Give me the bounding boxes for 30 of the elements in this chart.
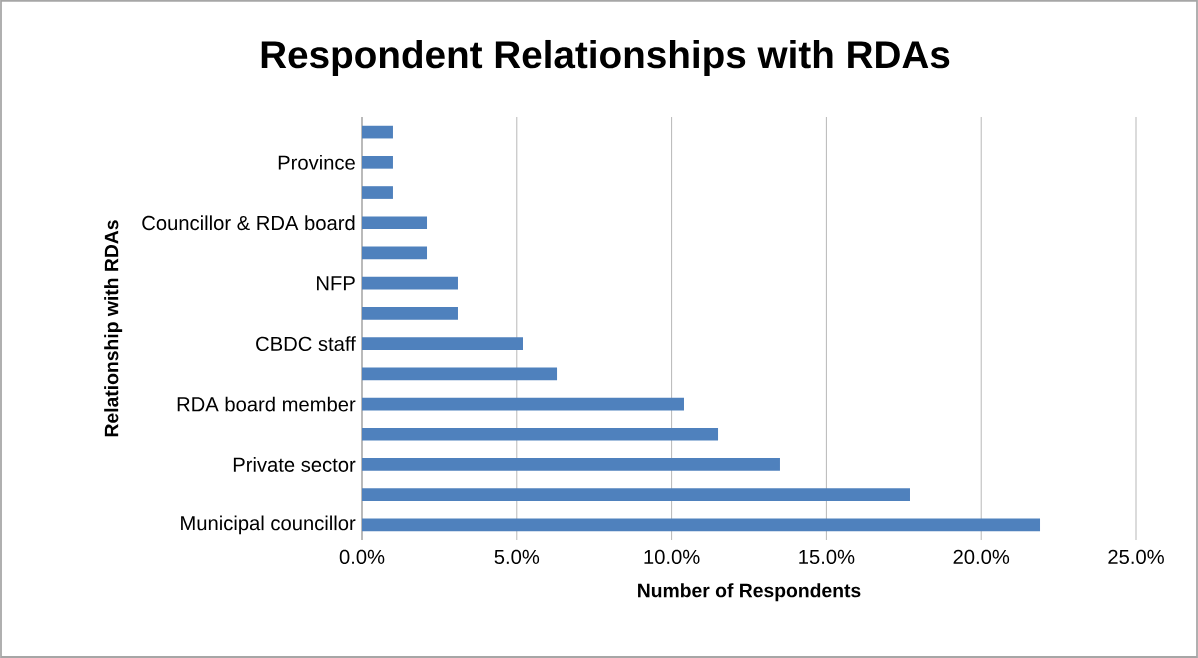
y-axis-title: Relationship with RDAs [104, 220, 123, 437]
x-tick-label: 5.0% [494, 549, 540, 565]
bar [362, 307, 458, 320]
bar [362, 488, 910, 502]
x-tick-label: 25.0% [1108, 549, 1164, 565]
y-tick-label: Province [278, 154, 355, 170]
y-tick-label: Private sector [233, 457, 356, 472]
x-axis-title: Number of Respondents [638, 583, 861, 602]
y-tick-label: Municipal councillor [181, 515, 356, 535]
bar [362, 367, 558, 381]
bar [362, 276, 458, 290]
bar [362, 518, 1041, 532]
bar [362, 397, 684, 411]
bar [362, 125, 393, 139]
bar [362, 458, 780, 471]
y-tick-label: Councillor & RDA board [142, 215, 355, 231]
bar [362, 427, 719, 441]
bar [362, 186, 393, 199]
x-tick-label: 20.0% [953, 549, 1010, 565]
y-tick-label: NFP [317, 276, 355, 291]
y-tick-label: RDA board member [177, 396, 356, 412]
x-tick-label: 0.0% [339, 549, 385, 565]
bar [362, 216, 428, 230]
bar [362, 337, 523, 350]
bar [362, 155, 393, 169]
x-tick-label: 15.0% [799, 549, 855, 565]
chart-title: Respondent Relationships with RDAs [261, 39, 950, 77]
y-tick-label: CBDC staff [256, 336, 356, 352]
bar [362, 246, 428, 260]
x-tick-label: 10.0% [644, 549, 700, 565]
